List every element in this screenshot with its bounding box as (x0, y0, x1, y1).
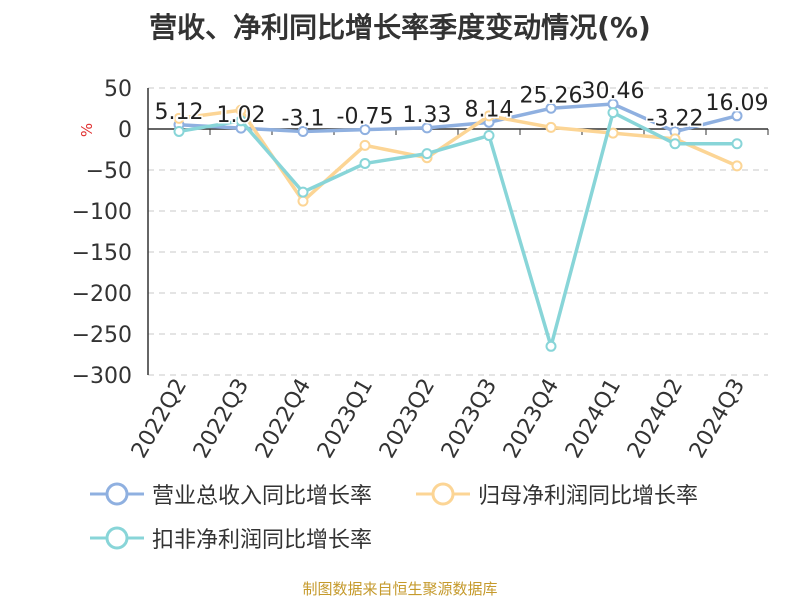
y-tick-label: −200 (72, 282, 132, 307)
data-point (421, 148, 433, 160)
legend-item-deducted-net-profit[interactable]: 扣非净利润同比增长率 (90, 522, 372, 554)
y-tick-label: −250 (72, 323, 132, 348)
data-label: 1.02 (217, 103, 266, 128)
data-point (359, 157, 371, 169)
x-tick-label: 2023Q3 (437, 375, 502, 463)
data-label: 1.33 (403, 103, 452, 128)
data-label: 5.12 (155, 100, 204, 125)
data-label: -3.1 (282, 107, 325, 132)
x-tick-label: 2023Q4 (499, 375, 564, 463)
series-line (178, 110, 737, 349)
data-point (173, 112, 185, 124)
data-point (731, 110, 743, 122)
data-point (235, 104, 247, 116)
data-label: 25.26 (520, 83, 583, 108)
chart-title: 营收、净利同比增长率季度变动情况(%) (149, 11, 651, 44)
data-label: 8.14 (465, 97, 514, 122)
legend-item-net-profit[interactable]: 归母净利润同比增长率 (416, 478, 698, 510)
y-tick-label: −100 (72, 200, 132, 225)
data-point (545, 121, 557, 133)
data-label: -0.75 (337, 105, 394, 130)
legend-marker-icon (416, 482, 470, 506)
data-point (297, 126, 309, 138)
legend-label: 归母净利润同比增长率 (478, 484, 699, 509)
x-tick-label: 2023Q1 (313, 375, 378, 463)
legend-marker-icon (90, 526, 144, 550)
data-point (173, 125, 185, 137)
data-point (607, 107, 619, 119)
data-point (421, 122, 433, 134)
x-tick-label: 2022Q2 (127, 375, 192, 463)
y-tick-label: −50 (86, 159, 132, 184)
data-label: -3.22 (647, 107, 704, 132)
series-lines (173, 98, 743, 352)
series-line (178, 102, 738, 134)
data-point (545, 340, 557, 352)
legend-item-revenue[interactable]: 营业总收入同比增长率 (90, 478, 372, 510)
data-point (297, 186, 309, 198)
legend-marker-icon (90, 482, 144, 506)
x-tick-label: 2024Q1 (561, 375, 626, 463)
data-label: 16.09 (706, 91, 769, 116)
data-point (235, 115, 247, 127)
data-point (359, 124, 371, 136)
source-note: 制图数据来自恒生聚源数据库 (302, 580, 498, 598)
x-tick-label: 2022Q3 (189, 375, 254, 463)
data-point (545, 102, 557, 114)
y-tick-label: −150 (72, 241, 132, 266)
legend-label: 扣非净利润同比增长率 (152, 528, 373, 553)
x-tick-label: 2022Q4 (251, 375, 316, 463)
data-point (359, 139, 371, 151)
grid-lines (148, 87, 768, 376)
x-tick-label: 2023Q2 (375, 375, 440, 463)
data-point (297, 195, 309, 207)
y-axis-unit-label: % (78, 123, 96, 137)
data-point (483, 130, 495, 142)
data-label: 30.46 (582, 79, 645, 104)
legend-label: 营业总收入同比增长率 (152, 484, 373, 509)
data-point (731, 138, 743, 150)
data-point (669, 138, 681, 150)
y-tick-label: 0 (118, 118, 132, 143)
x-tick-label: 2024Q2 (623, 375, 688, 463)
data-point (731, 160, 743, 172)
y-tick-label: 50 (104, 77, 132, 102)
data-point (483, 110, 495, 122)
y-tick-label: −300 (72, 364, 132, 389)
x-tick-label: 2024Q3 (685, 375, 750, 463)
